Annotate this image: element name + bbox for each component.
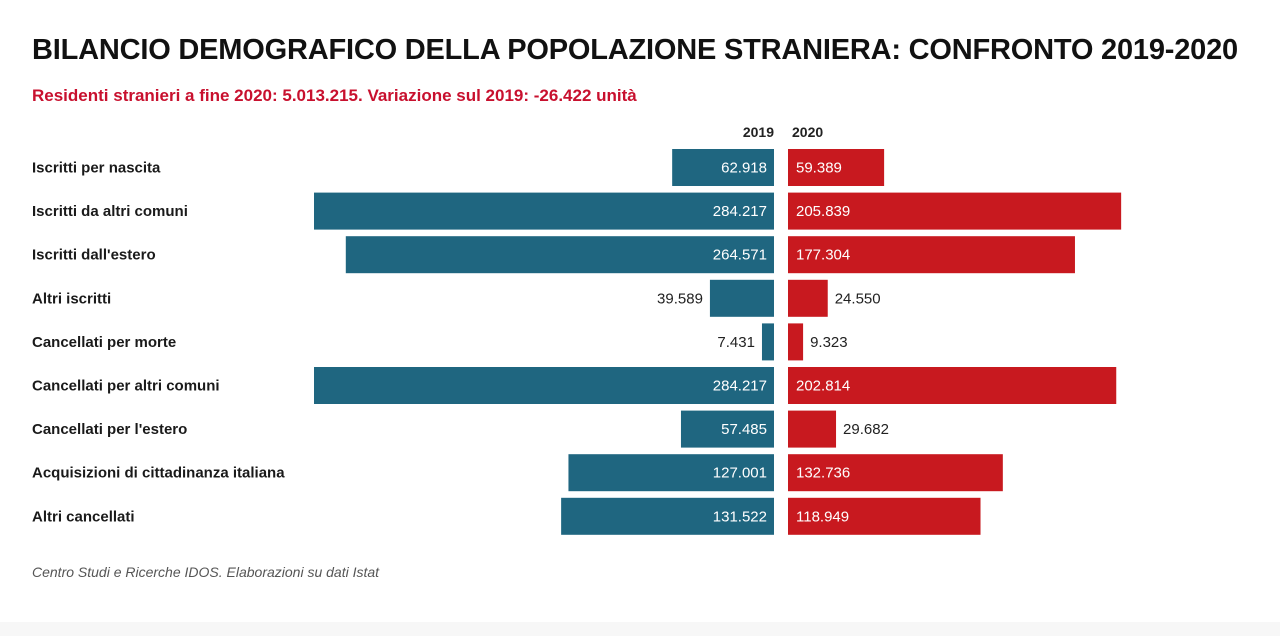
value-label-2020: 205.839: [796, 203, 850, 220]
value-label-2019: 39.589: [657, 290, 703, 307]
value-label-2020: 9.323: [810, 334, 848, 351]
bar-2019: [709, 279, 774, 317]
bar-2019: [680, 410, 774, 448]
value-label-2019: 284.217: [713, 378, 767, 395]
value-label-2020: 202.814: [796, 378, 850, 395]
value-label-2019: 284.217: [713, 203, 767, 220]
bar-2020: [788, 497, 981, 535]
series-header-2019: 2019: [743, 124, 774, 140]
series-header-2020: 2020: [792, 124, 823, 140]
bar-2020: [788, 367, 1117, 404]
bar-2020: [788, 149, 885, 186]
value-label-2019: 57.485: [721, 421, 767, 438]
bar-2020: [788, 279, 828, 317]
value-label-2019: 131.522: [713, 508, 767, 525]
category-label: Altri cancellati: [32, 508, 135, 525]
category-label: Acquisizioni di cittadinanza italiana: [32, 465, 285, 482]
footer-band: [0, 622, 1280, 636]
bar-2020: [788, 323, 804, 361]
value-label-2020: 29.682: [843, 421, 889, 438]
bar-2020: [788, 192, 1122, 230]
category-label: Cancellati per l'estero: [32, 421, 187, 438]
category-label: Iscritti dall'estero: [32, 247, 156, 264]
category-label: Iscritti per nascita: [32, 160, 161, 177]
category-label: Cancellati per altri comuni: [32, 378, 220, 395]
chart-rows: Iscritti per nascita 62.918 59.389 Iscritti…: [32, 149, 1122, 535]
value-label-2019: 127.001: [713, 465, 767, 482]
chart-title: BILANCIO DEMOGRAFICO DELLA POPOLAZIONE S…: [32, 34, 1238, 66]
bar-2019: [761, 323, 774, 361]
value-label-2020: 132.736: [796, 465, 850, 482]
value-label-2020: 59.389: [796, 160, 842, 177]
bar-2020: [788, 454, 1003, 492]
bar-2020: [788, 410, 837, 448]
value-label-2019: 62.918: [721, 160, 767, 177]
chart-subtitle: Residenti stranieri a fine 2020: 5.013.2…: [32, 86, 637, 105]
bar-2019: [672, 149, 774, 186]
value-label-2020: 177.304: [796, 247, 850, 264]
value-label-2020: 24.550: [835, 290, 881, 307]
bar-2019: [345, 236, 774, 274]
value-label-2019: 264.571: [713, 247, 767, 264]
bar-2019: [568, 454, 774, 492]
category-label: Iscritti da altri comuni: [32, 203, 188, 220]
bar-2019: [314, 192, 774, 230]
bar-2020: [788, 236, 1075, 274]
source-note: Centro Studi e Ricerche IDOS. Elaborazio…: [32, 564, 380, 580]
value-label-2020: 118.949: [796, 508, 849, 525]
category-label: Altri iscritti: [32, 290, 111, 307]
bar-chart: 2019 2020 Iscritti per nascita 62.918 59.3…: [32, 124, 1122, 535]
category-label: Cancellati per morte: [32, 334, 176, 351]
value-label-2019: 7.431: [717, 334, 755, 351]
bar-2019: [561, 497, 774, 535]
bar-2019: [314, 367, 774, 404]
